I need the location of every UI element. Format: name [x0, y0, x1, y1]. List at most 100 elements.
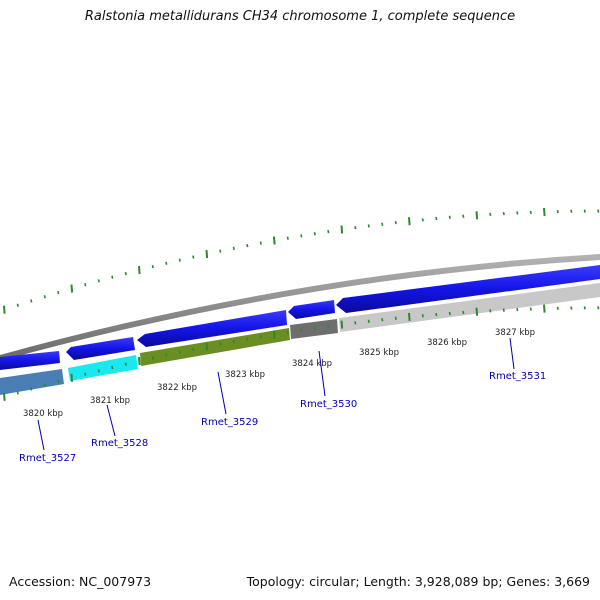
- tick-mark: [313, 232, 316, 236]
- tick-mark: [354, 226, 357, 230]
- gene-label-rmet-3529[interactable]: Rmet_3529: [201, 417, 258, 428]
- tick-mark: [462, 310, 465, 315]
- tick-mark: [516, 307, 519, 312]
- tick-mark: [543, 304, 546, 313]
- tick-mark: [124, 271, 127, 276]
- tick-mark: [232, 246, 235, 250]
- tick-mark: [16, 391, 19, 395]
- tick-mark: [597, 209, 600, 213]
- gene-rmet-3529-arrow[interactable]: [140, 328, 290, 366]
- tick-mark: [583, 306, 586, 310]
- tick-mark: [165, 261, 168, 265]
- tick-mark: [529, 210, 532, 215]
- tick-mark: [381, 318, 384, 322]
- tick-mark: [300, 234, 303, 238]
- tick-mark: [3, 305, 6, 314]
- tick-mark: [340, 225, 344, 234]
- tick-mark: [84, 283, 87, 287]
- outer-tick-ring: [3, 207, 600, 314]
- tick-mark: [259, 335, 262, 339]
- tick-mark: [286, 330, 289, 334]
- tick-mark: [556, 209, 559, 214]
- tick-mark: [16, 303, 19, 307]
- forward-gene-arrow[interactable]: [137, 310, 287, 347]
- tick-mark: [448, 311, 451, 316]
- kbp-label: 3824 kbp: [292, 359, 332, 369]
- tick-mark: [408, 217, 411, 226]
- kbp-label: 3822 kbp: [157, 383, 197, 393]
- leader-line: [106, 404, 116, 437]
- tick-mark: [300, 328, 303, 332]
- tick-mark: [30, 299, 33, 303]
- tick-mark: [367, 224, 370, 228]
- tick-mark: [192, 255, 195, 259]
- topology-summary: Topology: circular; Length: 3,928,089 bp…: [246, 574, 590, 589]
- forward-gene-arrow[interactable]: [288, 300, 335, 319]
- kbp-label: 3825 kbp: [359, 348, 399, 358]
- gene-label-rmet-3528[interactable]: Rmet_3528: [91, 438, 148, 449]
- gene-label-rmet-3530[interactable]: Rmet_3530: [300, 399, 357, 410]
- tick-mark: [489, 309, 492, 313]
- leader-line: [37, 419, 45, 451]
- leader-line: [509, 337, 515, 370]
- forward-gene-arrow[interactable]: [336, 265, 600, 313]
- tick-mark: [421, 218, 424, 222]
- kbp-label: 3823 kbp: [225, 370, 265, 380]
- tick-mark: [408, 312, 411, 322]
- position-labels: 3820 kbp 3821 kbp 3822 kbp 3823 kbp 3824…: [23, 328, 535, 419]
- tick-mark: [111, 365, 114, 370]
- tick-mark: [178, 350, 181, 354]
- tick-mark: [327, 324, 330, 329]
- tick-mark: [340, 320, 344, 329]
- tick-mark: [84, 372, 87, 376]
- tick-mark: [435, 216, 438, 221]
- tick-mark: [489, 212, 492, 217]
- forward-gene-arrow[interactable]: [0, 351, 60, 370]
- tick-mark: [205, 249, 209, 259]
- tick-mark: [462, 214, 465, 218]
- gene-rmet-3527-arrow[interactable]: [0, 369, 64, 395]
- forward-gene-arrow[interactable]: [66, 337, 135, 360]
- tick-mark: [219, 249, 222, 253]
- tick-mark: [286, 236, 289, 240]
- accession-label: Accession: NC_007973: [9, 574, 152, 589]
- gene-labels: Rmet_3527 Rmet_3528 Rmet_3529 Rmet_3530 …: [19, 337, 546, 464]
- tick-mark: [327, 229, 330, 234]
- tick-mark: [151, 356, 154, 360]
- leader-line: [318, 350, 326, 397]
- leader-line: [217, 371, 227, 415]
- tick-mark: [367, 319, 370, 323]
- gene-rmet-3531-arrow[interactable]: [339, 283, 600, 332]
- tick-mark: [273, 330, 276, 339]
- gene-label-rmet-3531[interactable]: Rmet_3531: [489, 371, 546, 382]
- tick-mark: [475, 211, 479, 220]
- tick-mark: [97, 369, 100, 373]
- tick-mark: [502, 308, 505, 312]
- forward-strand-track: [0, 265, 600, 370]
- tick-mark: [246, 337, 249, 341]
- tick-mark: [475, 307, 479, 316]
- tick-mark: [597, 306, 600, 310]
- tick-mark: [313, 326, 316, 330]
- tick-mark: [502, 211, 505, 216]
- tick-mark: [124, 362, 127, 366]
- kbp-label: 3827 kbp: [495, 328, 535, 338]
- gene-rmet-3530-arrow[interactable]: [290, 319, 338, 339]
- kbp-label: 3826 kbp: [427, 338, 467, 348]
- tick-mark: [570, 209, 573, 213]
- tick-mark: [435, 312, 438, 317]
- tick-mark: [273, 236, 276, 245]
- tick-mark: [448, 215, 451, 219]
- tick-mark: [570, 306, 573, 310]
- tick-mark: [178, 258, 181, 262]
- kbp-label: 3821 kbp: [90, 396, 130, 406]
- gene-label-rmet-3527[interactable]: Rmet_3527: [19, 453, 76, 464]
- tick-mark: [70, 373, 74, 382]
- tick-mark: [354, 321, 357, 325]
- tick-mark: [529, 307, 532, 311]
- inner-tick-ring: [3, 304, 600, 401]
- tick-mark: [543, 207, 546, 216]
- kbp-label: 3820 kbp: [23, 409, 63, 419]
- tick-mark: [583, 209, 586, 213]
